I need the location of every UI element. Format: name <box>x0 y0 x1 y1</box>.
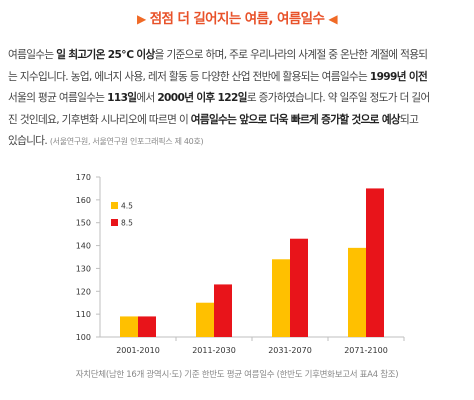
page-title-text: 점점 더 길어지는 여름, 여름일수 <box>149 11 325 27</box>
triangle-left-icon: ◀ <box>328 12 338 26</box>
x-tick-label: 2071-2100 <box>344 346 388 355</box>
y-tick-label: 100 <box>76 333 91 342</box>
triangle-right-icon: ▶ <box>136 12 146 26</box>
para-text: 되고 <box>400 113 419 126</box>
para-highlight: 일 최고기온 25℃ 이상 <box>56 49 155 61</box>
summer-days-bar-chart: 100 110 120 130 140 150 160 170 2001-2010 2011-20… <box>76 173 405 355</box>
para-text: 는 지수입니다. 농업, 에너지 사용, 레저 활동 등 다양한 산업 전반에 … <box>8 70 370 83</box>
y-tick-label: 140 <box>76 242 91 251</box>
x-tick-label: 2001-2010 <box>116 346 160 355</box>
bar-8-5-2001-2010 <box>138 316 156 337</box>
para-text: 에서 <box>136 92 158 104</box>
para-text: 진 것인데요, 기후변화 시나리오에 따르면 이 <box>8 113 191 126</box>
legend-swatch-8-5 <box>111 219 118 226</box>
y-tick-label: 110 <box>76 310 91 319</box>
bar-4-5-2071-2100 <box>348 247 366 337</box>
para-text: 로 증가하였습니다. 약 일주일 정도가 더 길어 <box>246 92 430 104</box>
para-text: 있습니다. <box>8 135 48 147</box>
legend-label: 4.5 <box>121 202 133 211</box>
para-highlight: 2000년 이후 122일 <box>157 92 247 104</box>
para-text: 을 기준으로 하며, 주로 우리나라의 사계절 중 온난한 계절에 적용되 <box>154 49 428 61</box>
y-tick-label: 160 <box>76 196 91 205</box>
bar-8-5-2031-2070 <box>290 238 308 337</box>
y-tick-label: 130 <box>76 264 91 273</box>
para-highlight: 113일 <box>107 92 137 104</box>
x-tick-label: 2011-2030 <box>192 346 236 355</box>
bar-4-5-2031-2070 <box>272 259 290 337</box>
legend-swatch-4-5 <box>111 202 118 209</box>
y-tick-label: 120 <box>76 287 91 296</box>
x-tick-label: 2031-2070 <box>268 346 312 355</box>
chart-caption: 자치단체(남한 16개 광역시·도) 기준 한반도 평균 여름일수 (한반도 기… <box>75 370 399 380</box>
bar-4-5-2001-2010 <box>120 316 138 337</box>
para-text: 서울의 평균 여름일수는 <box>8 92 108 104</box>
y-tick-label: 150 <box>76 219 91 228</box>
bar-4-5-2011-2030 <box>196 302 214 337</box>
bar-8-5-2011-2030 <box>214 284 232 337</box>
para-highlight: 여름일수는 앞으로 더욱 빠르게 증가할 것으로 예상 <box>190 113 401 126</box>
description-paragraph: 여름일수는 일 최고기온 25℃ 이상을 기준으로 하며, 주로 우리나라의 사… <box>8 45 470 153</box>
source-citation: (서울연구원, 서울연구원 인포그래픽스 제 40호) <box>49 137 204 146</box>
bar-8-5-2071-2100 <box>366 188 384 337</box>
para-highlight: 1999년 이전 <box>369 70 428 83</box>
y-tick-label: 170 <box>76 173 91 182</box>
para-text: 여름일수는 <box>8 49 57 61</box>
page-title: ▶ 점점 더 길어지는 여름, 여름일수 ◀ <box>0 7 474 27</box>
legend-label: 8.5 <box>121 219 133 228</box>
